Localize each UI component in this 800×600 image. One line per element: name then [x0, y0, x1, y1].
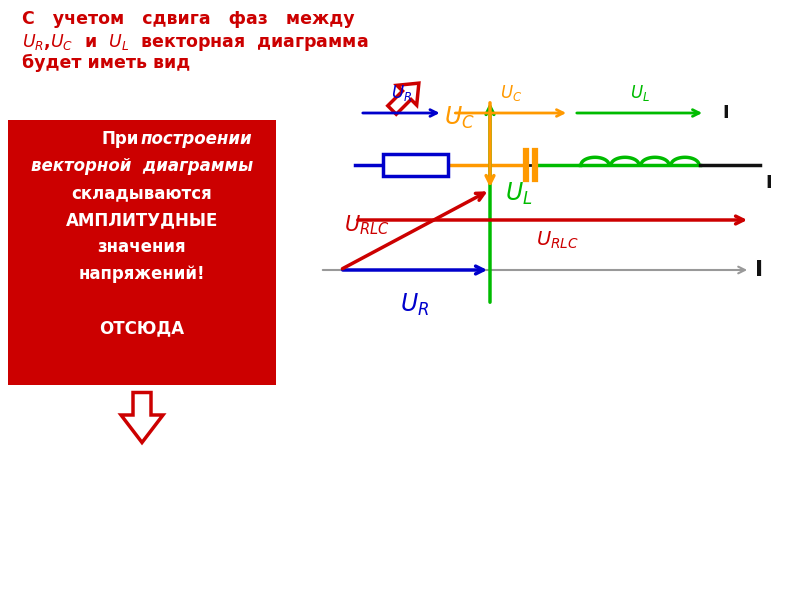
Text: ОТСЮДА: ОТСЮДА	[99, 319, 185, 337]
Text: $U_R$: $U_R$	[390, 83, 412, 103]
Text: $U_R$,$U_C$  и  $U_L$  векторная  диаграмма: $U_R$,$U_C$ и $U_L$ векторная диаграмма	[22, 32, 368, 53]
Text: $U_L$: $U_L$	[505, 181, 533, 206]
Text: При: При	[102, 130, 139, 148]
Text: напряжений!: напряжений!	[78, 265, 206, 283]
Text: I: I	[755, 260, 763, 280]
Text: $U_C$: $U_C$	[444, 105, 475, 131]
Text: I: I	[765, 174, 772, 192]
Text: $U_R$: $U_R$	[401, 292, 430, 318]
Text: складываются: складываются	[72, 184, 212, 202]
Text: построении: построении	[141, 130, 253, 148]
Text: $U_{RLC}$: $U_{RLC}$	[344, 213, 390, 237]
Text: С   учетом   сдвига   фаз   между: С учетом сдвига фаз между	[22, 10, 354, 28]
Text: значения: значения	[98, 238, 186, 256]
Text: $U_C$: $U_C$	[500, 83, 522, 103]
Text: АМПЛИТУДНЫЕ: АМПЛИТУДНЫЕ	[66, 211, 218, 229]
Bar	[382, 154, 447, 176]
Text: $U_{RLC}$: $U_{RLC}$	[536, 230, 579, 251]
Bar	[8, 120, 276, 385]
Text: векторной  диаграммы: векторной диаграммы	[31, 157, 253, 175]
Text: I: I	[722, 104, 729, 122]
Text: $U_L$: $U_L$	[630, 83, 650, 103]
Text: будет иметь вид: будет иметь вид	[22, 54, 190, 72]
